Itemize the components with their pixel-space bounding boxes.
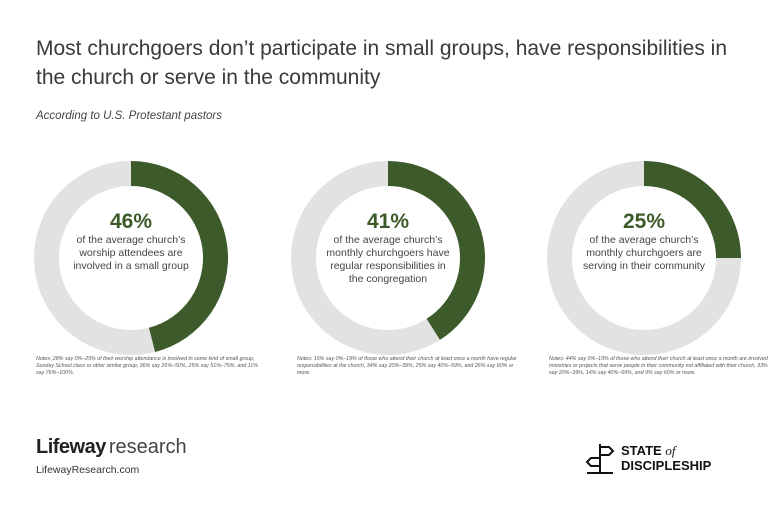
donut-small-groups: 46% of the average church’s worship atten… [31,158,231,358]
donut-filled-segment [131,161,228,352]
donut-filled-segment [388,161,485,340]
donut-value: 46% [109,210,153,233]
website-url: LifewayResearch.com [36,464,140,476]
logo-of: of [665,443,676,458]
chart-subtitle: According to U.S. Protestant pastors [36,110,223,122]
donut-remainder [33,161,156,355]
donut-remainder [290,161,440,356]
donut-description: of the average church’s worship attendee… [73,234,189,272]
signpost-icon [585,444,615,474]
state-of-discipleship-logo: STATE of DISCIPLESHIP [585,442,711,474]
donut-description: of the average church’s monthly churchgo… [583,234,705,272]
donut-responsibilities: 41% of the average church’s monthly churc… [288,158,488,358]
lifeway-research-logo: Lifeway research [36,436,187,459]
donut-svg [290,161,485,356]
donut-value: 25% [622,210,666,233]
donut-value: 41% [366,210,410,233]
logo-bold: Lifeway [36,436,106,458]
note-small-groups: Notes: 28% say 0%–25% of their worship a… [36,356,258,376]
logo-light: research [108,436,187,458]
note-responsibilities: Notes: 15% say 0%–19% of those who atten… [297,356,517,376]
note-community-service: Notes: 44% say 0%–19% of those who atten… [549,356,768,376]
donut-community-service: 25% of the average church’s monthly churc… [544,158,744,358]
donut-svg [547,161,741,355]
chart-title: Most churchgoers don’t participate in sm… [36,37,728,89]
donut-filled-segment [644,161,741,258]
donut-description: of the average church’s monthly churchgo… [326,234,450,285]
donut-svg [33,161,228,355]
logo-state: STATE [621,443,662,458]
logo-discipleship: DISCIPLESHIP [621,458,712,473]
